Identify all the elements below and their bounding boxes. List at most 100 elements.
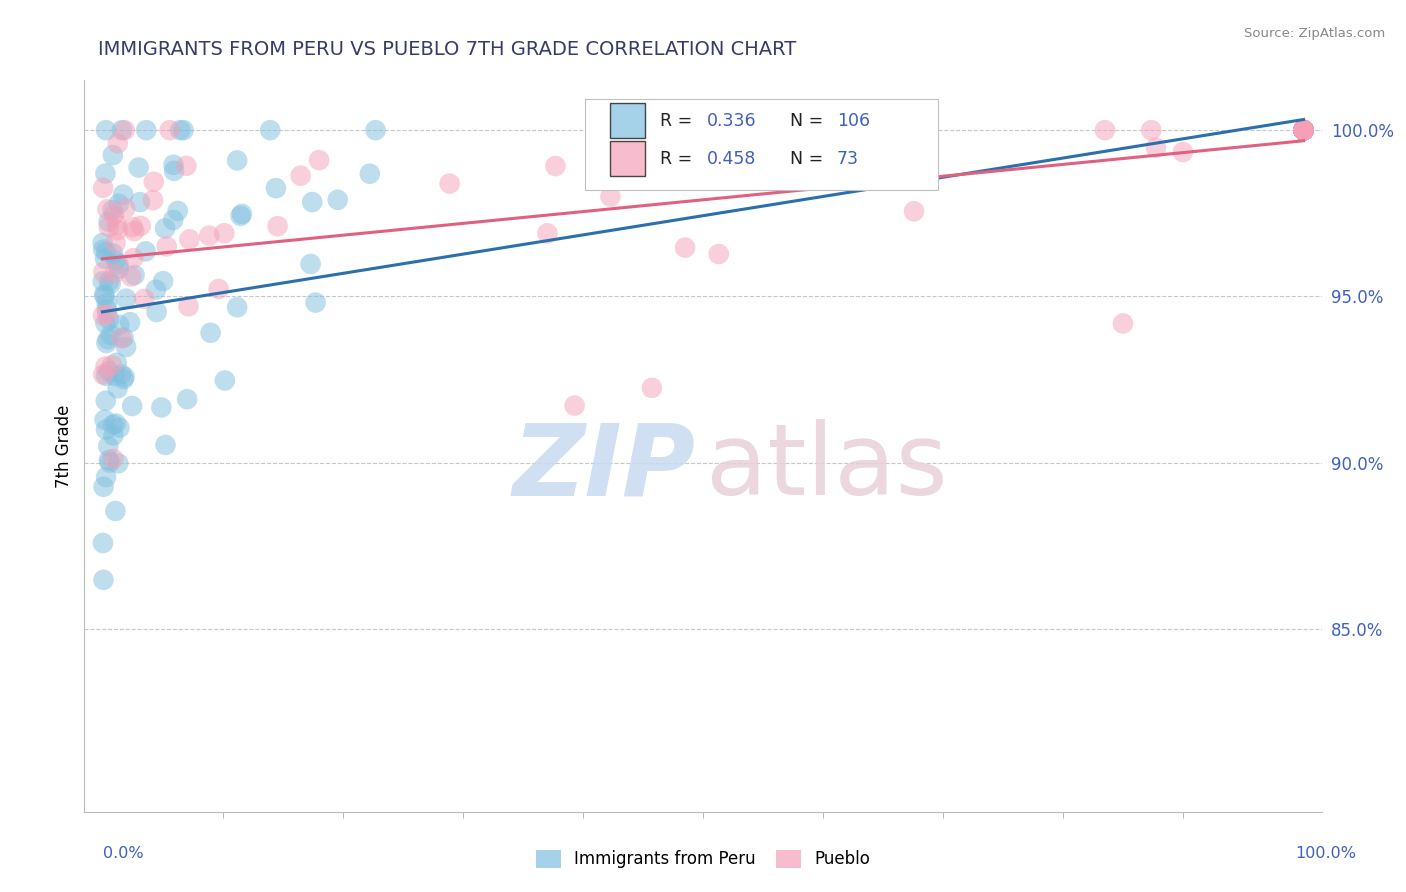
Text: N =: N =: [790, 150, 828, 168]
Point: [1292, 123, 1315, 137]
Point: [107, 257, 129, 271]
Point: [94, 244, 117, 259]
Point: [142, 193, 165, 207]
Point: [177, 299, 200, 313]
Point: [101, 246, 124, 260]
Point: [163, 164, 186, 178]
Point: [112, 372, 135, 386]
Point: [104, 266, 127, 280]
Point: [129, 219, 152, 233]
Point: [107, 136, 129, 151]
Point: [159, 123, 181, 137]
Point: [104, 504, 127, 518]
Point: [1292, 123, 1315, 137]
Point: [107, 223, 129, 237]
Point: [1292, 123, 1315, 137]
Point: [108, 261, 131, 276]
Point: [299, 257, 322, 271]
Point: [93, 413, 115, 427]
Point: [120, 315, 142, 329]
Point: [104, 235, 127, 250]
Point: [121, 220, 143, 235]
Point: [94, 123, 117, 137]
Point: [564, 399, 586, 413]
Point: [124, 224, 146, 238]
Point: [107, 381, 129, 395]
Point: [155, 438, 177, 452]
Point: [214, 374, 236, 388]
Point: [94, 393, 117, 408]
Point: [1292, 123, 1315, 137]
Point: [1292, 123, 1315, 137]
Point: [104, 417, 127, 431]
Point: [114, 123, 136, 137]
Text: IMMIGRANTS FROM PERU VS PUEBLO 7TH GRADE CORRELATION CHART: IMMIGRANTS FROM PERU VS PUEBLO 7TH GRADE…: [98, 40, 797, 59]
Point: [104, 369, 127, 384]
Point: [91, 368, 114, 382]
Text: R =: R =: [659, 112, 697, 130]
Point: [97, 439, 120, 453]
Point: [108, 421, 131, 435]
Point: [707, 247, 730, 261]
Point: [1292, 123, 1315, 137]
Point: [93, 265, 115, 279]
Point: [91, 536, 114, 550]
Point: [111, 123, 134, 137]
Point: [93, 480, 115, 494]
Point: [103, 451, 125, 466]
Point: [91, 181, 114, 195]
Point: [96, 302, 118, 317]
Point: [97, 453, 120, 467]
Point: [94, 167, 117, 181]
Point: [91, 235, 114, 250]
Point: [91, 243, 114, 257]
Point: [1292, 123, 1315, 137]
Point: [1292, 123, 1315, 137]
Point: [103, 208, 125, 222]
Point: [162, 213, 184, 227]
Point: [301, 195, 323, 210]
Point: [105, 218, 128, 232]
Point: [1094, 123, 1116, 137]
Point: [1292, 123, 1315, 137]
Point: [124, 268, 146, 282]
Point: [96, 336, 118, 351]
Point: [641, 381, 664, 395]
Point: [198, 228, 221, 243]
Point: [121, 399, 143, 413]
Point: [91, 274, 114, 288]
Point: [103, 428, 125, 442]
Point: [1292, 123, 1315, 137]
Legend: Immigrants from Peru, Pueblo: Immigrants from Peru, Pueblo: [527, 841, 879, 877]
Point: [1292, 123, 1315, 137]
Point: [145, 283, 167, 297]
Point: [128, 161, 150, 175]
Point: [259, 123, 281, 137]
Point: [304, 295, 326, 310]
Point: [231, 207, 253, 221]
Point: [94, 252, 117, 266]
Point: [107, 456, 129, 470]
Point: [122, 251, 145, 265]
Text: ZIP: ZIP: [513, 419, 696, 516]
Point: [1292, 123, 1315, 137]
Point: [266, 219, 288, 234]
Point: [129, 195, 152, 210]
Point: [1292, 123, 1315, 137]
Point: [96, 202, 118, 217]
Point: [97, 215, 120, 229]
Point: [264, 181, 287, 195]
Point: [173, 123, 195, 137]
Point: [105, 356, 128, 370]
Point: [115, 340, 138, 354]
Point: [176, 392, 198, 406]
Point: [108, 318, 131, 332]
Point: [110, 368, 132, 382]
Point: [1292, 123, 1315, 137]
Y-axis label: 7th Grade: 7th Grade: [55, 404, 73, 488]
Point: [94, 423, 117, 437]
Point: [96, 308, 118, 322]
Point: [1292, 123, 1315, 137]
Point: [98, 312, 121, 326]
Text: atlas: atlas: [706, 419, 948, 516]
